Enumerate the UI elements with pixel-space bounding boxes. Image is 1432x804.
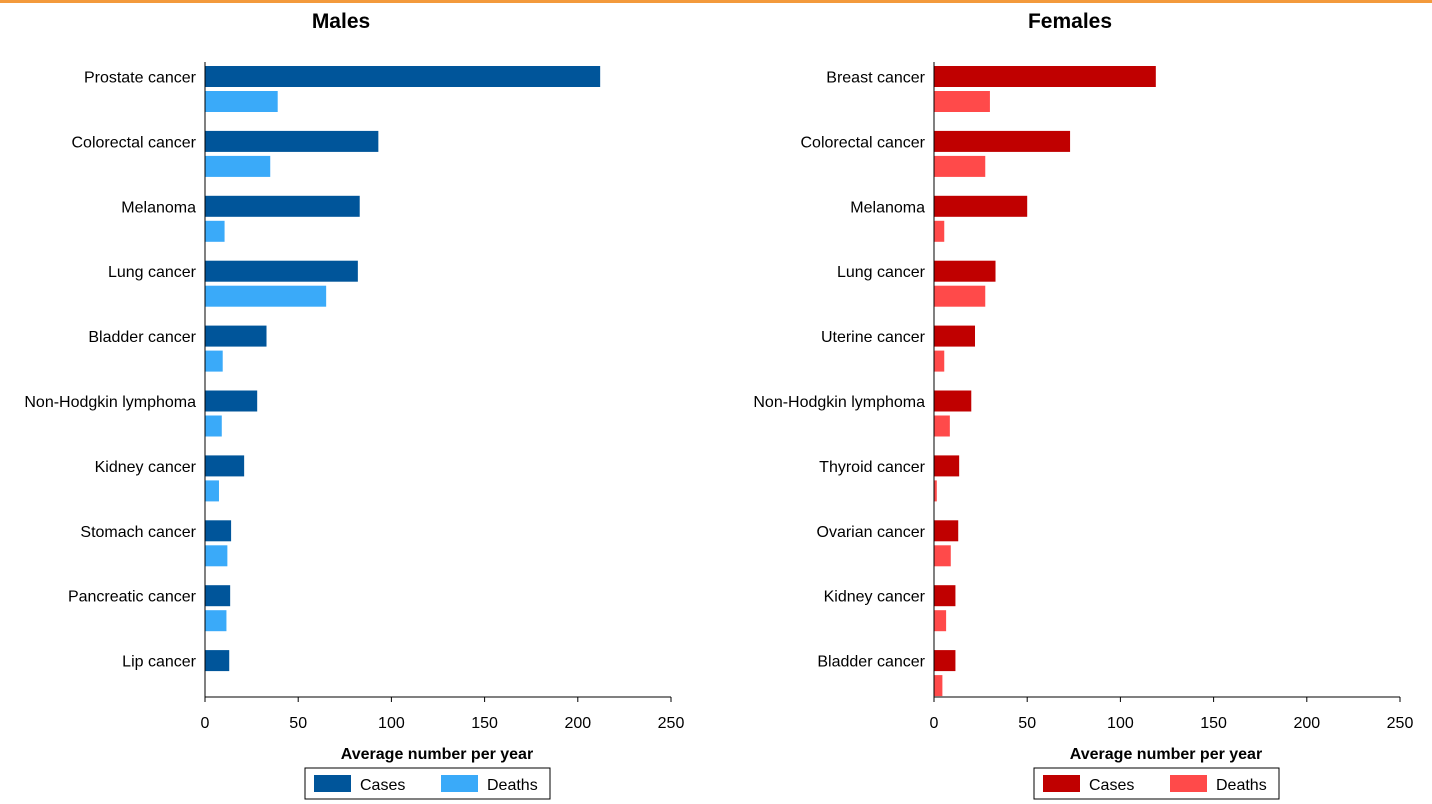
panel-title: Males <box>312 10 370 33</box>
bar-cases-thyroid-cancer <box>934 455 960 477</box>
bar-deaths-prostate-cancer <box>205 91 278 112</box>
x-tick-label: 200 <box>564 715 591 732</box>
legend-label-cases: Cases <box>1089 777 1134 794</box>
category-label: Lip cancer <box>122 654 196 671</box>
x-axis-title: Average number per year <box>341 746 533 763</box>
bar-deaths-kidney-cancer <box>934 610 947 632</box>
legend-label-cases: Cases <box>360 777 405 794</box>
category-label: Prostate cancer <box>84 70 197 87</box>
bar-cases-lip-cancer <box>205 650 230 672</box>
x-tick-label: 150 <box>1200 715 1227 732</box>
bar-cases-stomach-cancer <box>205 520 232 542</box>
bar-cases-uterine-cancer <box>934 325 976 347</box>
chart-panel-females: Females Breast cancer Colorectal cancer Mel… <box>753 10 1414 800</box>
bar-deaths-ovarian-cancer <box>934 545 951 567</box>
bar-deaths-non-hodgkin-lymphoma <box>205 415 222 437</box>
category-label: Kidney cancer <box>824 589 926 606</box>
bar-deaths-breast-cancer <box>934 91 990 112</box>
bar-cases-colorectal-cancer <box>934 130 1071 152</box>
bar-cases-kidney-cancer <box>205 455 245 477</box>
x-tick-label: 200 <box>1293 715 1320 732</box>
legend: Cases Deaths <box>304 767 551 800</box>
legend-label-deaths: Deaths <box>487 777 538 794</box>
bar-deaths-colorectal-cancer <box>205 155 271 177</box>
category-label: Non-Hodgkin lymphoma <box>753 394 925 411</box>
x-tick-label: 100 <box>1107 715 1134 732</box>
category-label: Pancreatic cancer <box>68 589 197 606</box>
category-label: Bladder cancer <box>817 654 925 671</box>
legend-swatch-deaths <box>441 775 478 792</box>
bar-deaths-melanoma <box>205 220 225 242</box>
category-label: Kidney cancer <box>95 459 197 476</box>
chart-panel-males: Males Prostate cancer Colorectal cancer Mel… <box>24 10 685 800</box>
bar-cases-melanoma <box>934 195 1028 217</box>
bar-deaths-bladder-cancer <box>205 350 223 372</box>
bar-cases-kidney-cancer <box>934 585 956 607</box>
bar-deaths-bladder-cancer <box>934 675 943 697</box>
bar-cases-melanoma <box>205 195 360 217</box>
bar-deaths-lung-cancer <box>205 285 327 307</box>
legend-swatch-cases <box>314 775 351 792</box>
bar-cases-prostate-cancer <box>205 66 601 87</box>
legend: Cases Deaths <box>1033 767 1280 800</box>
x-tick-label: 0 <box>201 715 210 732</box>
bar-deaths-colorectal-cancer <box>934 155 986 177</box>
bar-cases-breast-cancer <box>934 66 1156 87</box>
category-label: Colorectal cancer <box>72 134 197 151</box>
x-tick-label: 50 <box>289 715 307 732</box>
bar-deaths-pancreatic-cancer <box>205 610 227 632</box>
category-label: Lung cancer <box>837 264 926 281</box>
legend-swatch-cases <box>1043 775 1080 792</box>
bar-deaths-uterine-cancer <box>934 350 945 372</box>
bar-deaths-non-hodgkin-lymphoma <box>934 415 950 437</box>
bar-cases-bladder-cancer <box>934 650 956 672</box>
x-tick-label: 250 <box>658 715 685 732</box>
x-tick-label: 0 <box>930 715 939 732</box>
bar-deaths-stomach-cancer <box>205 545 228 567</box>
bar-cases-pancreatic-cancer <box>205 585 231 607</box>
bar-deaths-lung-cancer <box>934 285 986 307</box>
bar-cases-non-hodgkin-lymphoma <box>934 390 972 412</box>
bar-cases-lung-cancer <box>205 260 358 282</box>
x-tick-label: 250 <box>1387 715 1414 732</box>
bar-cases-non-hodgkin-lymphoma <box>205 390 258 412</box>
x-tick-label: 100 <box>378 715 405 732</box>
bar-deaths-thyroid-cancer <box>934 480 937 502</box>
category-label: Uterine cancer <box>821 329 926 346</box>
top-accent-rule <box>0 0 1432 3</box>
category-label: Ovarian cancer <box>817 524 926 541</box>
category-label: Melanoma <box>850 199 925 216</box>
bar-deaths-kidney-cancer <box>205 480 219 502</box>
panel-title: Females <box>1028 10 1112 33</box>
x-tick-label: 50 <box>1018 715 1036 732</box>
bar-deaths-melanoma <box>934 220 945 242</box>
x-axis-title: Average number per year <box>1070 746 1262 763</box>
bar-cases-ovarian-cancer <box>934 520 959 542</box>
bar-cases-colorectal-cancer <box>205 130 379 152</box>
category-label: Thyroid cancer <box>819 459 925 476</box>
bar-cases-lung-cancer <box>934 260 996 282</box>
legend-swatch-deaths <box>1170 775 1207 792</box>
category-label: Bladder cancer <box>88 329 196 346</box>
bar-cases-bladder-cancer <box>205 325 267 347</box>
legend-label-deaths: Deaths <box>1216 777 1267 794</box>
category-label: Breast cancer <box>826 70 925 87</box>
category-label: Colorectal cancer <box>801 134 926 151</box>
category-label: Lung cancer <box>108 264 197 281</box>
x-tick-label: 150 <box>471 715 498 732</box>
category-label: Non-Hodgkin lymphoma <box>24 394 196 411</box>
category-label: Stomach cancer <box>80 524 196 541</box>
category-label: Melanoma <box>121 199 196 216</box>
